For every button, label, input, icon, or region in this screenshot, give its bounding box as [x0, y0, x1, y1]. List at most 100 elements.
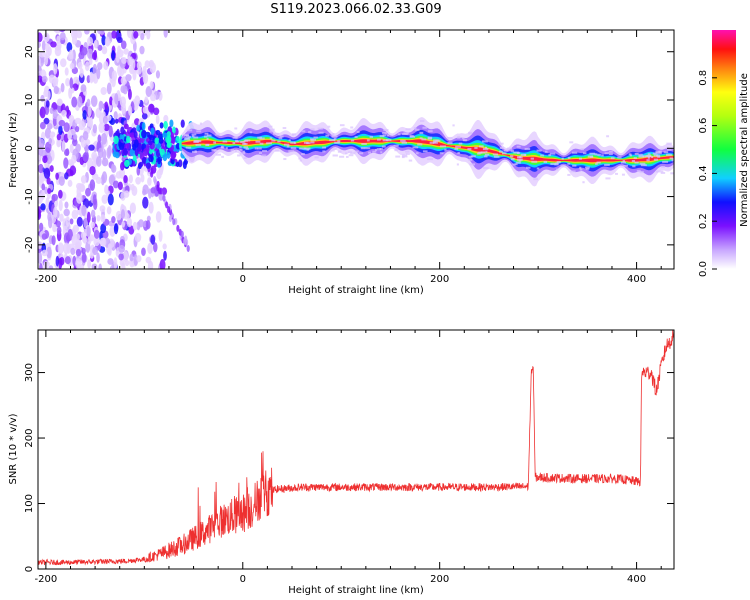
- spectrogram-fleck: [485, 150, 488, 153]
- spectrogram-fleck: [337, 140, 341, 143]
- spectrogram-fleck: [339, 124, 345, 127]
- spectrogram-noise-cell: [52, 223, 57, 233]
- spectrogram-noise-cell: [53, 85, 60, 95]
- spectrogram-noise-cell: [140, 32, 145, 41]
- spectrogram-y-tick-label: -20: [24, 237, 35, 253]
- spectrogram-fleck: [663, 151, 669, 154]
- spectrogram-noise-cell: [75, 258, 82, 269]
- spectrogram-noise-cell: [89, 179, 96, 191]
- spectrogram-fleck: [585, 167, 590, 170]
- colorbar-tick-label: 0.2: [698, 213, 709, 229]
- spectrogram-noise-cell: [92, 63, 98, 76]
- spectrogram-fleck: [458, 142, 463, 145]
- spectrogram-fleck: [422, 150, 428, 153]
- spectrogram-fleck: [257, 147, 262, 150]
- spectrogram-fleck: [255, 140, 261, 143]
- spectrogram-fleck: [195, 144, 202, 147]
- spectrogram-fleck: [554, 163, 559, 166]
- spectrogram-noise-cell: [159, 259, 166, 269]
- spectrogram-cluster-cell: [114, 118, 119, 124]
- spectrogram-fleck: [470, 155, 476, 158]
- spectrogram-fleck: [513, 151, 520, 154]
- spectrogram-noise-cell: [57, 242, 64, 255]
- spectrogram-fleck: [506, 148, 510, 151]
- snr-x-tick-label: 400: [627, 574, 646, 585]
- spectrogram-streak-cell: [159, 187, 163, 195]
- spectrogram-noise-cell: [78, 120, 86, 131]
- spectrogram-fleck: [439, 145, 446, 148]
- spectrogram-noise-cell: [140, 174, 145, 183]
- spectrogram-fleck: [288, 150, 295, 153]
- spectrogram-noise-cell: [121, 56, 127, 65]
- spectrogram-noise-cell: [65, 216, 70, 227]
- spectrogram-noise-cell: [123, 190, 130, 198]
- spectrogram-noise-cell: [38, 75, 43, 83]
- spectrogram-noise-cell: [144, 96, 149, 104]
- spectrogram-fleck: [540, 154, 545, 157]
- spectrogram-noise-cell: [56, 35, 61, 44]
- figure-title: S119.2023.066.02.33.G09: [270, 2, 442, 17]
- spectrogram-noise-cell: [92, 246, 98, 256]
- spectrogram-fleck: [206, 137, 209, 140]
- spectrogram-fleck: [310, 128, 315, 131]
- spectrogram-fleck: [548, 154, 551, 157]
- spectrogram-fleck: [184, 138, 191, 141]
- spectrogram-noise-cell: [63, 157, 69, 169]
- spectrogram-noise-cell: [80, 175, 87, 184]
- spectrogram-noise-cell: [95, 155, 102, 167]
- spectrogram-fleck: [369, 135, 374, 138]
- spectrogram-fleck: [361, 142, 367, 145]
- spectrogram-noise-cell: [64, 256, 71, 265]
- spectrogram-noise-cell: [133, 31, 139, 39]
- spectrogram-noise-cell: [56, 226, 62, 235]
- spectrogram-fleck: [314, 156, 319, 159]
- spectrogram-fleck: [268, 125, 273, 128]
- spectrogram-cluster-cell: [141, 129, 147, 139]
- spectrogram-fleck: [462, 139, 467, 142]
- spectrogram-noise-cell: [49, 131, 56, 138]
- spectrogram-fleck: [567, 162, 571, 165]
- spectrogram-cluster-cell: [170, 150, 176, 160]
- spectrogram-fleck: [192, 150, 197, 153]
- snr-y-tick-label: 0: [24, 566, 35, 572]
- spectrogram-cluster-cell: [123, 123, 129, 130]
- spectrogram-y-tick-label: -10: [24, 188, 35, 204]
- spectrogram-fleck: [536, 167, 540, 170]
- spectrogram-fleck: [204, 132, 209, 135]
- snr-plot-area: [38, 330, 674, 569]
- spectrogram-cluster-cell: [138, 161, 144, 168]
- spectrogram-fleck: [672, 157, 674, 160]
- spectrogram-noise-cell: [141, 247, 146, 257]
- spectrogram-fleck: [243, 157, 247, 160]
- spectrogram-fleck: [656, 154, 661, 157]
- spectrogram-fleck: [530, 157, 535, 160]
- spectrogram-noise-cell: [71, 209, 79, 220]
- spectrogram-y-tick-label: 10: [24, 94, 35, 107]
- spectrogram-noise-cell: [46, 246, 52, 259]
- colorbar-tick-label: 0.6: [698, 118, 709, 134]
- spectrogram-fleck: [561, 157, 564, 160]
- spectrogram-noise-cell: [87, 36, 94, 47]
- spectrogram-fleck: [531, 160, 538, 163]
- spectrogram-fleck: [344, 152, 348, 155]
- spectrogram-fleck: [306, 148, 310, 151]
- spectrogram-fleck: [313, 136, 318, 139]
- spectrogram-fleck: [262, 154, 267, 157]
- spectrogram-cluster-cell: [150, 165, 157, 174]
- spectrogram-noise-cell: [38, 252, 43, 265]
- spectrogram-fleck: [337, 150, 342, 153]
- spectrogram-noise-cell: [45, 100, 50, 108]
- spectrogram-fleck: [510, 149, 514, 152]
- spectrogram-fleck: [271, 139, 276, 142]
- spectrogram-fleck: [322, 146, 327, 149]
- spectrogram-noise-cell: [144, 60, 150, 69]
- spectrogram-noise-cell: [134, 232, 142, 243]
- spectrogram-noise-cell: [100, 86, 107, 96]
- spectrogram-noise-cell: [89, 165, 96, 176]
- spectrogram-fleck: [333, 137, 337, 140]
- spectrogram-noise-cell: [78, 51, 85, 60]
- spectrogram-fleck: [585, 166, 590, 169]
- spectrogram-noise-cell: [65, 148, 70, 156]
- spectrogram-noise-cell: [82, 236, 88, 244]
- spectrogram-fleck: [543, 160, 548, 163]
